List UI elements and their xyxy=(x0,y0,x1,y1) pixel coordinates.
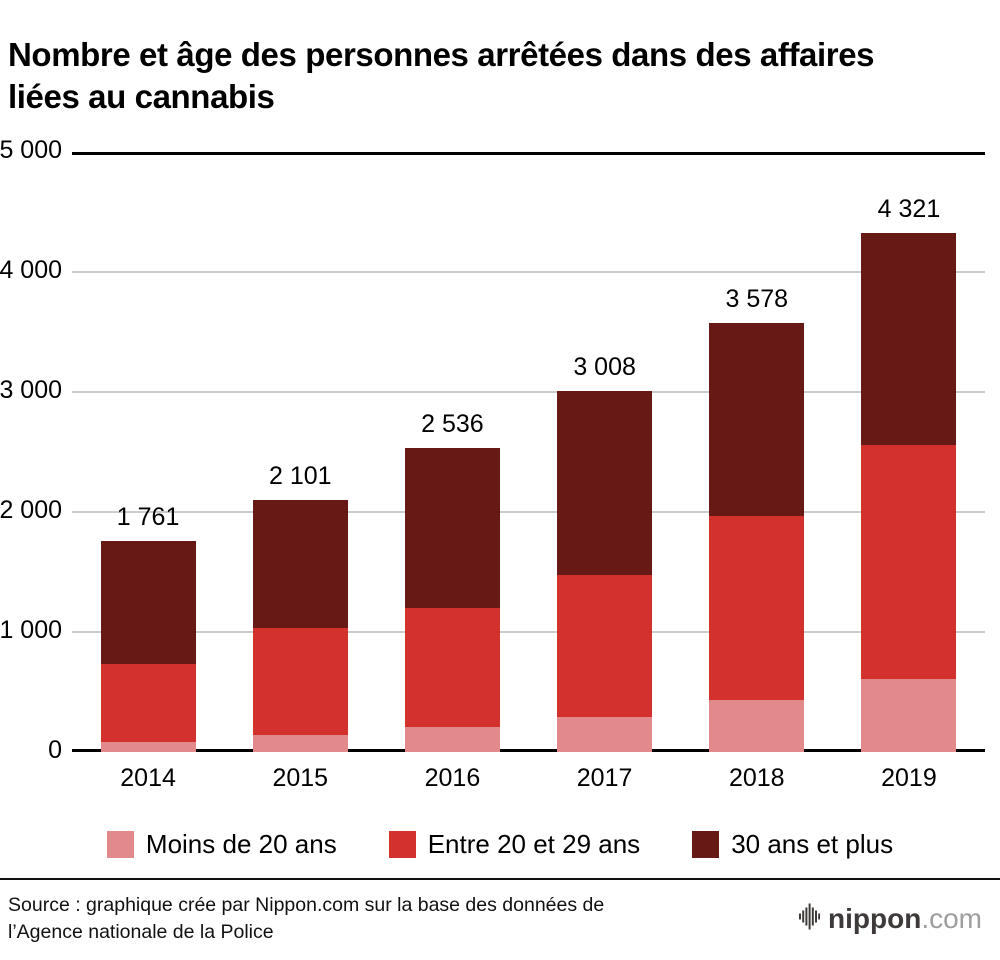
gridline-3000 xyxy=(72,390,985,393)
legend-label-1: Entre 20 et 29 ans xyxy=(427,828,641,859)
y-tick-label-2000: 2 000 xyxy=(0,495,62,524)
source-text: Source : graphique crée par Nippon.com s… xyxy=(8,892,604,946)
bar-2018: 3 578 xyxy=(681,285,833,752)
bar-stack-2017 xyxy=(557,390,653,752)
bar-2019: 4 321 xyxy=(833,195,985,752)
y-axis-labels: 0 1 000 2 000 3 000 4 000 5 000 xyxy=(0,136,72,764)
bar-2017: 3 008 xyxy=(529,353,681,752)
y-tick-label-0: 0 xyxy=(48,735,62,764)
bar-segment-2018-series-2 xyxy=(709,322,805,517)
nippon-logo: nippon.com xyxy=(799,903,990,935)
legend-item-0: Moins de 20 ans xyxy=(106,828,337,860)
bar-segment-2019-series-1 xyxy=(861,444,957,679)
bar-segment-2014-series-1 xyxy=(100,663,196,743)
legend-label-0: Moins de 20 ans xyxy=(145,828,337,859)
stacked-bar-chart: 0 1 000 2 000 3 000 4 000 5 000 1 761 2 101 2 5… xyxy=(0,136,1000,793)
bar-total-label-2017: 3 008 xyxy=(573,352,636,381)
bar-total-label-2015: 2 101 xyxy=(268,461,332,490)
gridline-4000 xyxy=(72,270,985,273)
chart-title: Nombre et âge des personnes arrêtées dan… xyxy=(8,36,875,116)
bar-2014: 1 761 xyxy=(72,503,224,752)
bar-stack-2015 xyxy=(252,499,348,752)
bar-segment-2016-series-1 xyxy=(404,607,500,727)
y-tick-label-4000: 4 000 xyxy=(0,255,62,284)
bar-segment-2018-series-0 xyxy=(709,700,805,752)
plot-area: 1 761 2 101 2 536 3 008 3 578 4 321 xyxy=(72,151,985,752)
legend-swatch-0 xyxy=(106,830,134,858)
x-tick-label-2017: 2017 xyxy=(576,763,633,792)
x-tick-label-2015: 2015 xyxy=(272,763,329,792)
bar-total-label-2019: 4 321 xyxy=(877,195,941,224)
bar-2015: 2 101 xyxy=(224,462,376,752)
soundwave-bars-icon xyxy=(799,903,821,935)
bar-segment-2019-series-0 xyxy=(861,678,957,752)
gridline-1000 xyxy=(72,630,985,633)
bar-total-label-2016: 2 536 xyxy=(421,409,484,438)
source-line-2: l’Agence nationale de la Police xyxy=(8,920,274,943)
logo-suffix: .com xyxy=(921,902,982,934)
x-tick-label-2016: 2016 xyxy=(424,763,481,792)
bar-segment-2016-series-2 xyxy=(404,447,500,608)
gridline-2000 xyxy=(72,510,985,513)
y-tick-label-1000: 1 000 xyxy=(0,615,62,644)
gridline-5000 xyxy=(72,151,985,155)
bar-total-label-2014: 1 761 xyxy=(116,502,180,531)
bar-segment-2014-series-2 xyxy=(100,540,196,664)
x-axis-labels: 2014 2015 2016 2017 2018 2019 xyxy=(72,764,1000,793)
legend-label-2: 30 ans et plus xyxy=(731,828,894,859)
y-tick-label-3000: 3 000 xyxy=(0,375,62,404)
legend-item-1: Entre 20 et 29 ans xyxy=(388,828,641,860)
y-tick-label-5000: 5 000 xyxy=(0,135,62,164)
bar-segment-2017-series-1 xyxy=(557,574,653,717)
bar-segment-2015-series-1 xyxy=(252,627,348,736)
x-tick-label-2018: 2018 xyxy=(728,763,785,792)
bar-2016: 2 536 xyxy=(376,410,528,752)
x-tick-label-2014: 2014 xyxy=(120,763,176,792)
bar-segment-2015-series-0 xyxy=(252,735,348,752)
bars-container: 1 761 2 101 2 536 3 008 3 578 4 321 xyxy=(72,152,985,752)
bar-segment-2015-series-2 xyxy=(252,499,348,628)
bar-stack-2018 xyxy=(709,322,805,752)
bar-segment-2019-series-2 xyxy=(861,233,957,445)
bar-segment-2018-series-1 xyxy=(709,516,805,701)
logo-text: nippon.com xyxy=(828,903,982,935)
bar-total-label-2018: 3 578 xyxy=(725,284,789,313)
bar-segment-2017-series-0 xyxy=(557,716,653,752)
logo-name: nippon xyxy=(828,902,922,934)
bar-segment-2017-series-2 xyxy=(557,390,653,575)
bar-segment-2016-series-0 xyxy=(404,726,500,752)
legend-swatch-2 xyxy=(692,830,720,858)
legend-item-2: 30 ans et plus xyxy=(692,829,893,860)
bar-stack-2016 xyxy=(404,447,500,752)
source-line-1: Source : graphique crée par Nippon.com s… xyxy=(8,893,605,916)
gridline-0 xyxy=(72,748,985,752)
bar-stack-2014 xyxy=(100,540,196,752)
footer: Source : graphique crée par Nippon.com s… xyxy=(0,877,1000,946)
x-tick-label-2019: 2019 xyxy=(881,763,937,792)
legend: Moins de 20 ans Entre 20 et 29 ans 30 ans … xyxy=(0,829,1000,860)
bar-stack-2019 xyxy=(861,233,957,752)
legend-swatch-1 xyxy=(388,830,416,858)
bar-segment-2014-series-0 xyxy=(100,742,196,752)
